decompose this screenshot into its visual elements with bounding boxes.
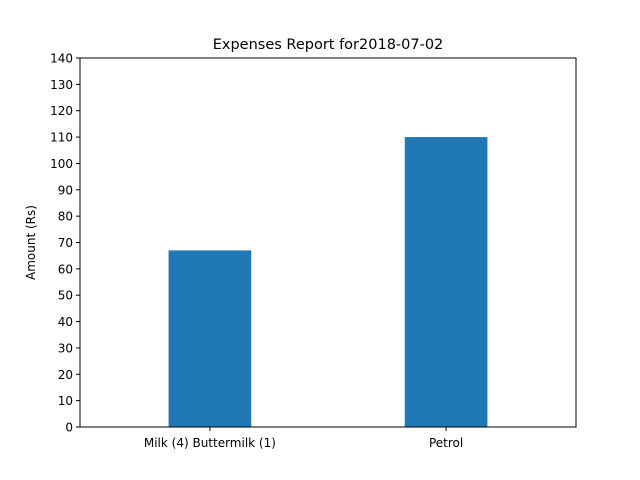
y-tick-label: 80 bbox=[58, 210, 73, 224]
plot-frame bbox=[79, 57, 577, 428]
bar-petrol bbox=[404, 137, 488, 428]
y-tick-label: 120 bbox=[50, 104, 73, 118]
y-tick-label: 90 bbox=[58, 183, 73, 197]
x-tick-label: Milk (4) Buttermilk (1) bbox=[144, 436, 276, 450]
x-axis-ticks: Milk (4) Buttermilk (1) Petrol bbox=[144, 427, 463, 450]
y-tick-label: 40 bbox=[58, 315, 73, 329]
y-tick-label: 70 bbox=[58, 236, 73, 250]
y-tick-label: 60 bbox=[58, 262, 73, 276]
y-tick-label: 140 bbox=[50, 52, 73, 66]
y-tick-label: 130 bbox=[50, 78, 73, 92]
x-tick-label: Petrol bbox=[429, 436, 463, 450]
y-axis-ticks: 0 10 20 30 40 50 60 70 80 90 100 110 120 130 140 bbox=[50, 52, 80, 435]
y-tick-label: 110 bbox=[50, 131, 73, 145]
y-tick-label: 50 bbox=[58, 289, 73, 303]
y-tick-label: 0 bbox=[65, 421, 73, 435]
y-axis-label: Amount (Rs) bbox=[24, 205, 38, 280]
y-tick-label: 10 bbox=[58, 394, 73, 408]
y-tick-label: 100 bbox=[50, 157, 73, 171]
y-tick-label: 30 bbox=[58, 341, 73, 355]
chart-title: Expenses Report for2018-07-02 bbox=[213, 37, 444, 53]
bar-milk-4-buttermilk-1 bbox=[168, 250, 252, 427]
bars-layer bbox=[168, 137, 488, 428]
y-tick-label: 20 bbox=[58, 368, 73, 382]
